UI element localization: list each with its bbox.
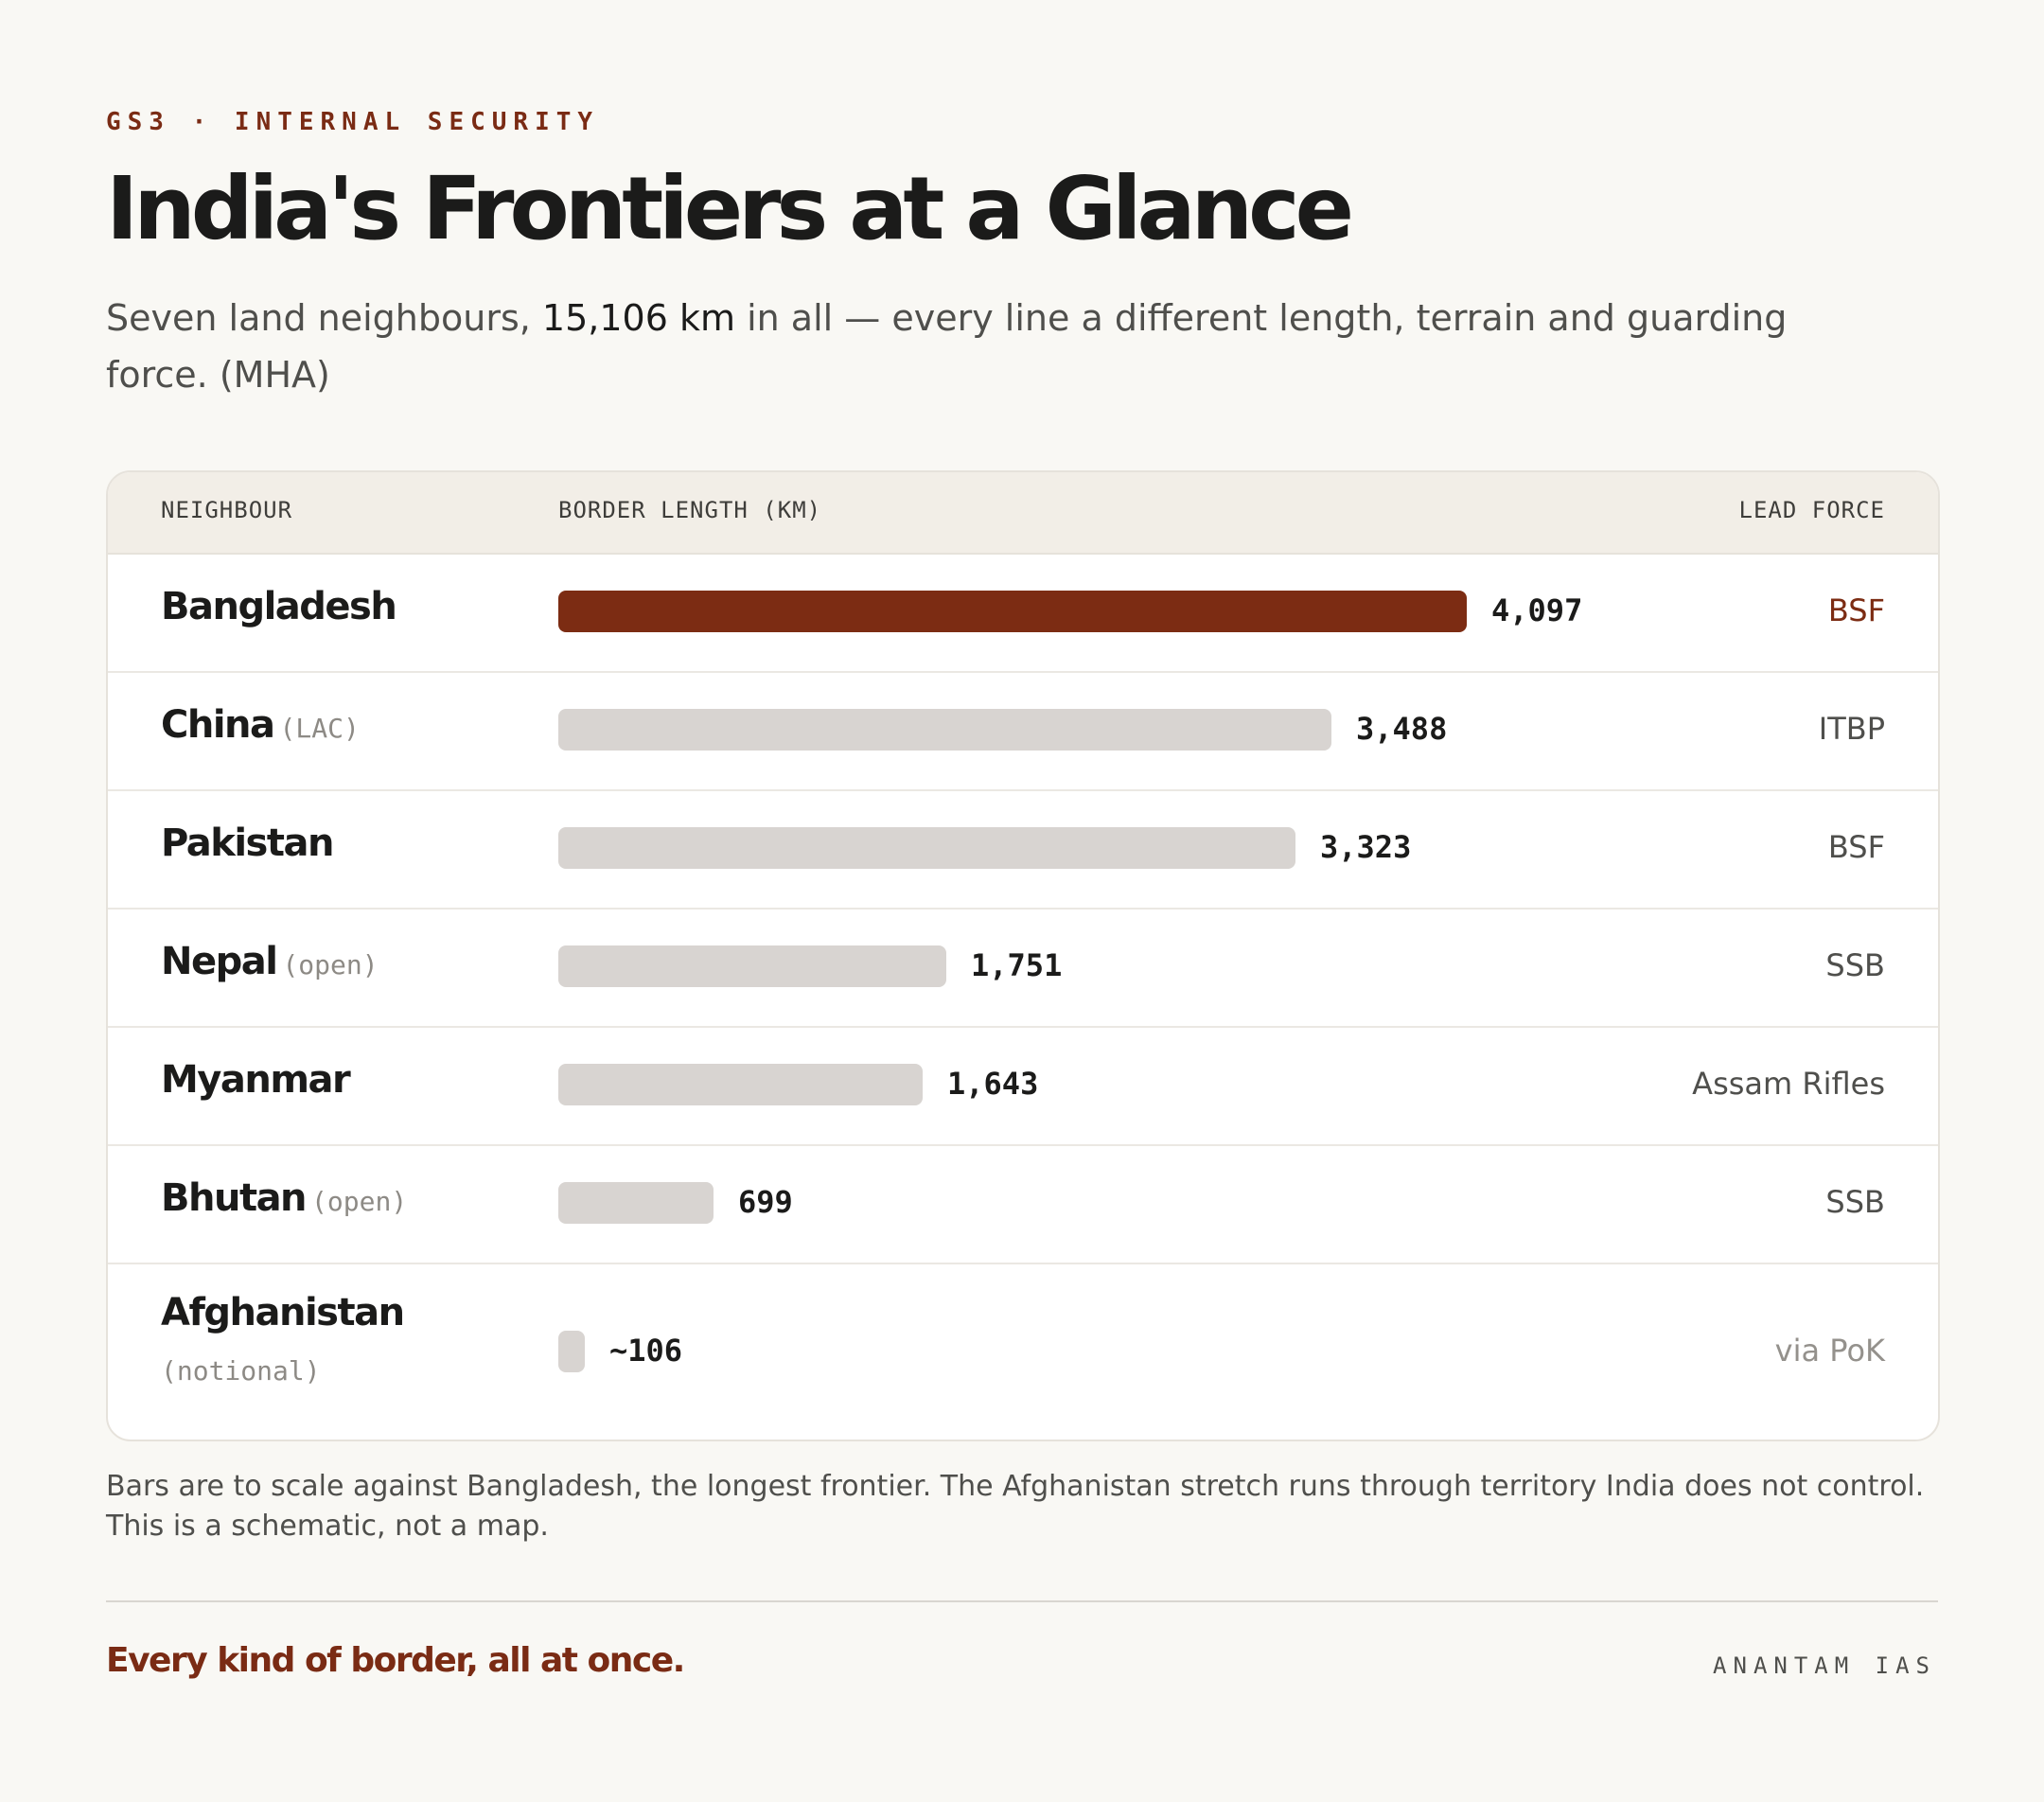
- subtitle-total: 15,106 km: [541, 297, 735, 339]
- bar-afghanistan: [558, 1331, 585, 1372]
- table-row: China (LAC) 3,488 ITBP: [108, 671, 1938, 791]
- subtitle-lead: Seven land neighbours,: [106, 297, 542, 339]
- neighbour-cell: Myanmar: [161, 1058, 351, 1102]
- lead-force: ITBP: [1818, 711, 1885, 747]
- neighbour-cell: China (LAC): [161, 703, 360, 747]
- subtitle-tail: in all — every line a different length, …: [106, 297, 1788, 396]
- border-note: (open): [311, 1186, 408, 1217]
- lead-force: BSF: [1827, 829, 1885, 865]
- footnote: Bars are to scale against Bangladesh, th…: [106, 1470, 1925, 1543]
- table-header: NEIGHBOUR BORDER LENGTH (KM) LEAD FORCE: [108, 472, 1938, 555]
- bar-china: [558, 709, 1331, 751]
- border-note: (notional): [161, 1355, 321, 1387]
- country-name: Myanmar: [161, 1058, 351, 1102]
- lead-force: via PoK: [1774, 1333, 1885, 1369]
- table-row: Nepal (open) 1,751 SSB: [108, 908, 1938, 1028]
- bar-value-label: 1,751: [971, 947, 1063, 983]
- column-header-neighbour: NEIGHBOUR: [161, 497, 293, 523]
- bar-value-label: 699: [738, 1184, 793, 1220]
- bar-value-label: 1,643: [947, 1066, 1039, 1102]
- border-table: NEIGHBOUR BORDER LENGTH (KM) LEAD FORCE …: [106, 470, 1940, 1441]
- border-note: (open): [282, 949, 379, 980]
- divider: [106, 1600, 1938, 1602]
- tagline: Every kind of border, all at once.: [106, 1641, 685, 1680]
- lead-force: Assam Rifles: [1692, 1066, 1885, 1102]
- neighbour-cell: Afghanistan (notional): [161, 1291, 405, 1387]
- bar-bhutan: [558, 1182, 714, 1224]
- country-name: Pakistan: [161, 822, 334, 865]
- bar-value-label: 4,097: [1491, 592, 1583, 628]
- lead-force: BSF: [1827, 592, 1885, 628]
- bar-bangladesh: [558, 591, 1467, 632]
- bar-myanmar: [558, 1064, 923, 1105]
- brand-logo-text: ANANTAM IAS: [1713, 1652, 1936, 1679]
- column-header-force: LEAD FORCE: [1738, 497, 1885, 523]
- neighbour-cell: Pakistan: [161, 822, 334, 865]
- table-row: Pakistan 3,323 BSF: [108, 789, 1938, 910]
- kicker: GS3 · INTERNAL SECURITY: [106, 108, 600, 136]
- country-name: China: [161, 703, 275, 747]
- country-name: Afghanistan: [161, 1291, 405, 1334]
- bar-nepal: [558, 945, 946, 987]
- border-note: (LAC): [279, 713, 360, 744]
- lead-force: SSB: [1825, 1184, 1885, 1220]
- table-row: Bangladesh 4,097 BSF: [108, 553, 1938, 673]
- table-row: Myanmar 1,643 Assam Rifles: [108, 1026, 1938, 1146]
- neighbour-cell: Bhutan (open): [161, 1176, 407, 1220]
- bar-pakistan: [558, 827, 1295, 869]
- bar-value-label: ~106: [609, 1333, 683, 1369]
- page-title: India's Frontiers at a Glance: [106, 158, 1354, 259]
- lead-force: SSB: [1825, 947, 1885, 983]
- country-name: Bangladesh: [161, 585, 397, 628]
- bar-value-label: 3,488: [1356, 711, 1448, 747]
- neighbour-cell: Nepal (open): [161, 940, 379, 983]
- bar-value-label: 3,323: [1320, 829, 1412, 865]
- country-name: Nepal: [161, 940, 278, 983]
- neighbour-cell: Bangladesh: [161, 585, 397, 628]
- column-header-length: BORDER LENGTH (KM): [558, 497, 822, 523]
- table-row: Bhutan (open) 699 SSB: [108, 1144, 1938, 1264]
- table-row: Afghanistan (notional) ~106 via PoK: [108, 1263, 1938, 1440]
- country-name: Bhutan: [161, 1176, 308, 1220]
- subtitle: Seven land neighbours, 15,106 km in all …: [106, 290, 1800, 403]
